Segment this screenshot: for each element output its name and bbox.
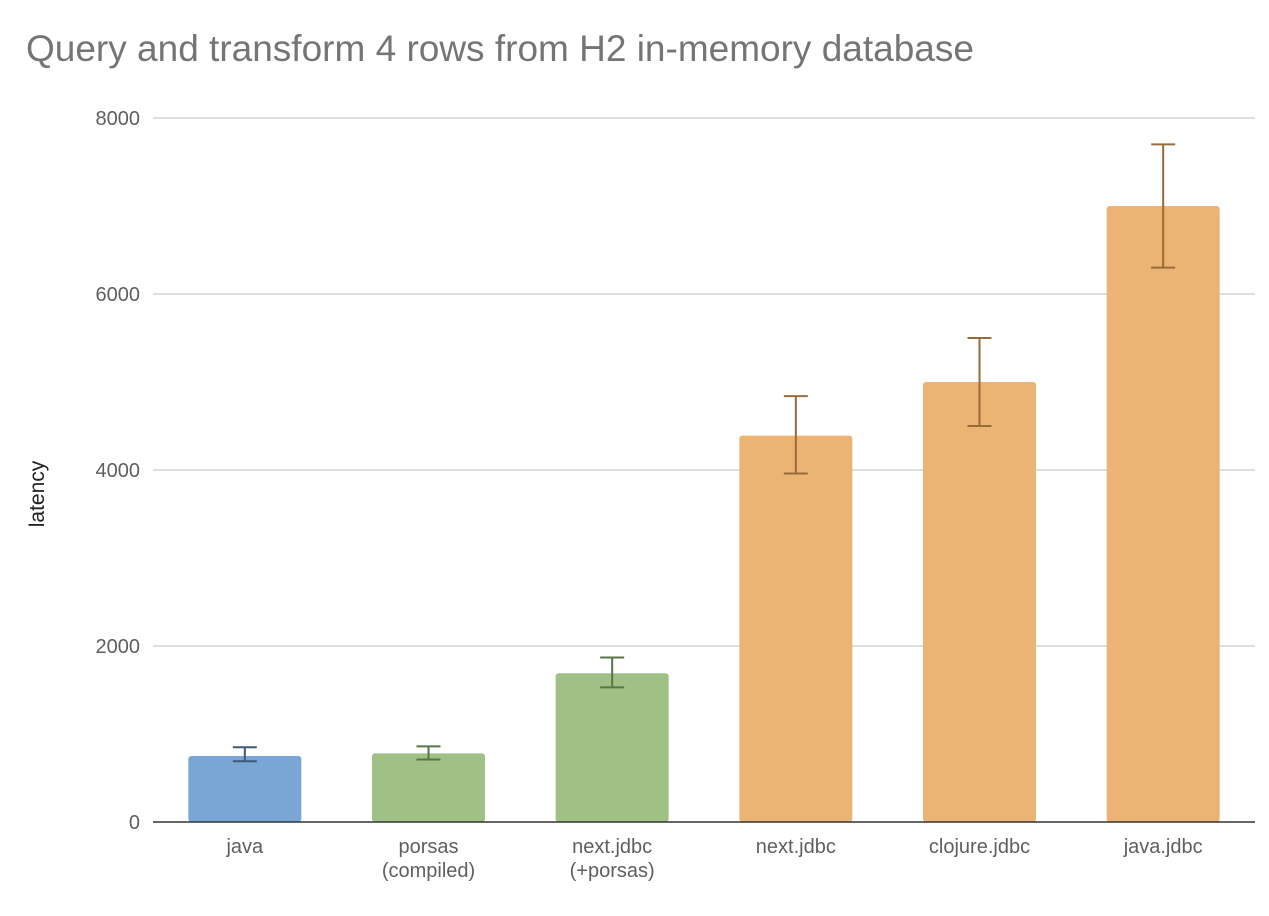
error-bar — [967, 337, 992, 427]
x-tick-label: next.jdbc — [756, 836, 836, 858]
x-axis-labels: java porsas(compiled)next.jdbc(+porsas)ne… — [225, 836, 1202, 882]
y-tick-label: 2000 — [96, 636, 141, 658]
gridlines — [153, 117, 1255, 647]
y-tick-label: 0 — [129, 812, 140, 834]
error-bar — [232, 746, 257, 763]
error-bar — [783, 395, 808, 475]
x-tick-label: (compiled) — [382, 860, 475, 882]
chart-title: Query and transform 4 rows from H2 in-me… — [26, 28, 974, 69]
x-tick-label: (+porsas) — [570, 860, 655, 882]
bars — [188, 206, 1220, 822]
error-bar — [600, 656, 625, 689]
y-axis-ticks: 0 2000 4000 6000 8000 — [96, 108, 141, 834]
bar — [923, 382, 1036, 822]
error-bar — [416, 745, 441, 761]
bar — [372, 753, 485, 822]
x-tick-label: porsas — [398, 836, 458, 858]
bar — [1106, 206, 1220, 822]
x-tick-label: java — [225, 836, 264, 858]
y-tick-label: 4000 — [96, 460, 141, 482]
x-tick-label: java.jdbc — [1123, 836, 1203, 858]
bar — [739, 435, 853, 822]
x-tick-label: next.jdbc — [572, 836, 652, 858]
y-axis-title: latency — [26, 460, 49, 527]
y-tick-label: 6000 — [96, 284, 141, 306]
error-bar — [1151, 143, 1176, 269]
bar — [188, 756, 302, 822]
y-tick-label: 8000 — [96, 108, 141, 130]
x-tick-label: clojure.jdbc — [929, 836, 1030, 858]
error-bars — [232, 143, 1176, 763]
bar — [555, 673, 669, 822]
